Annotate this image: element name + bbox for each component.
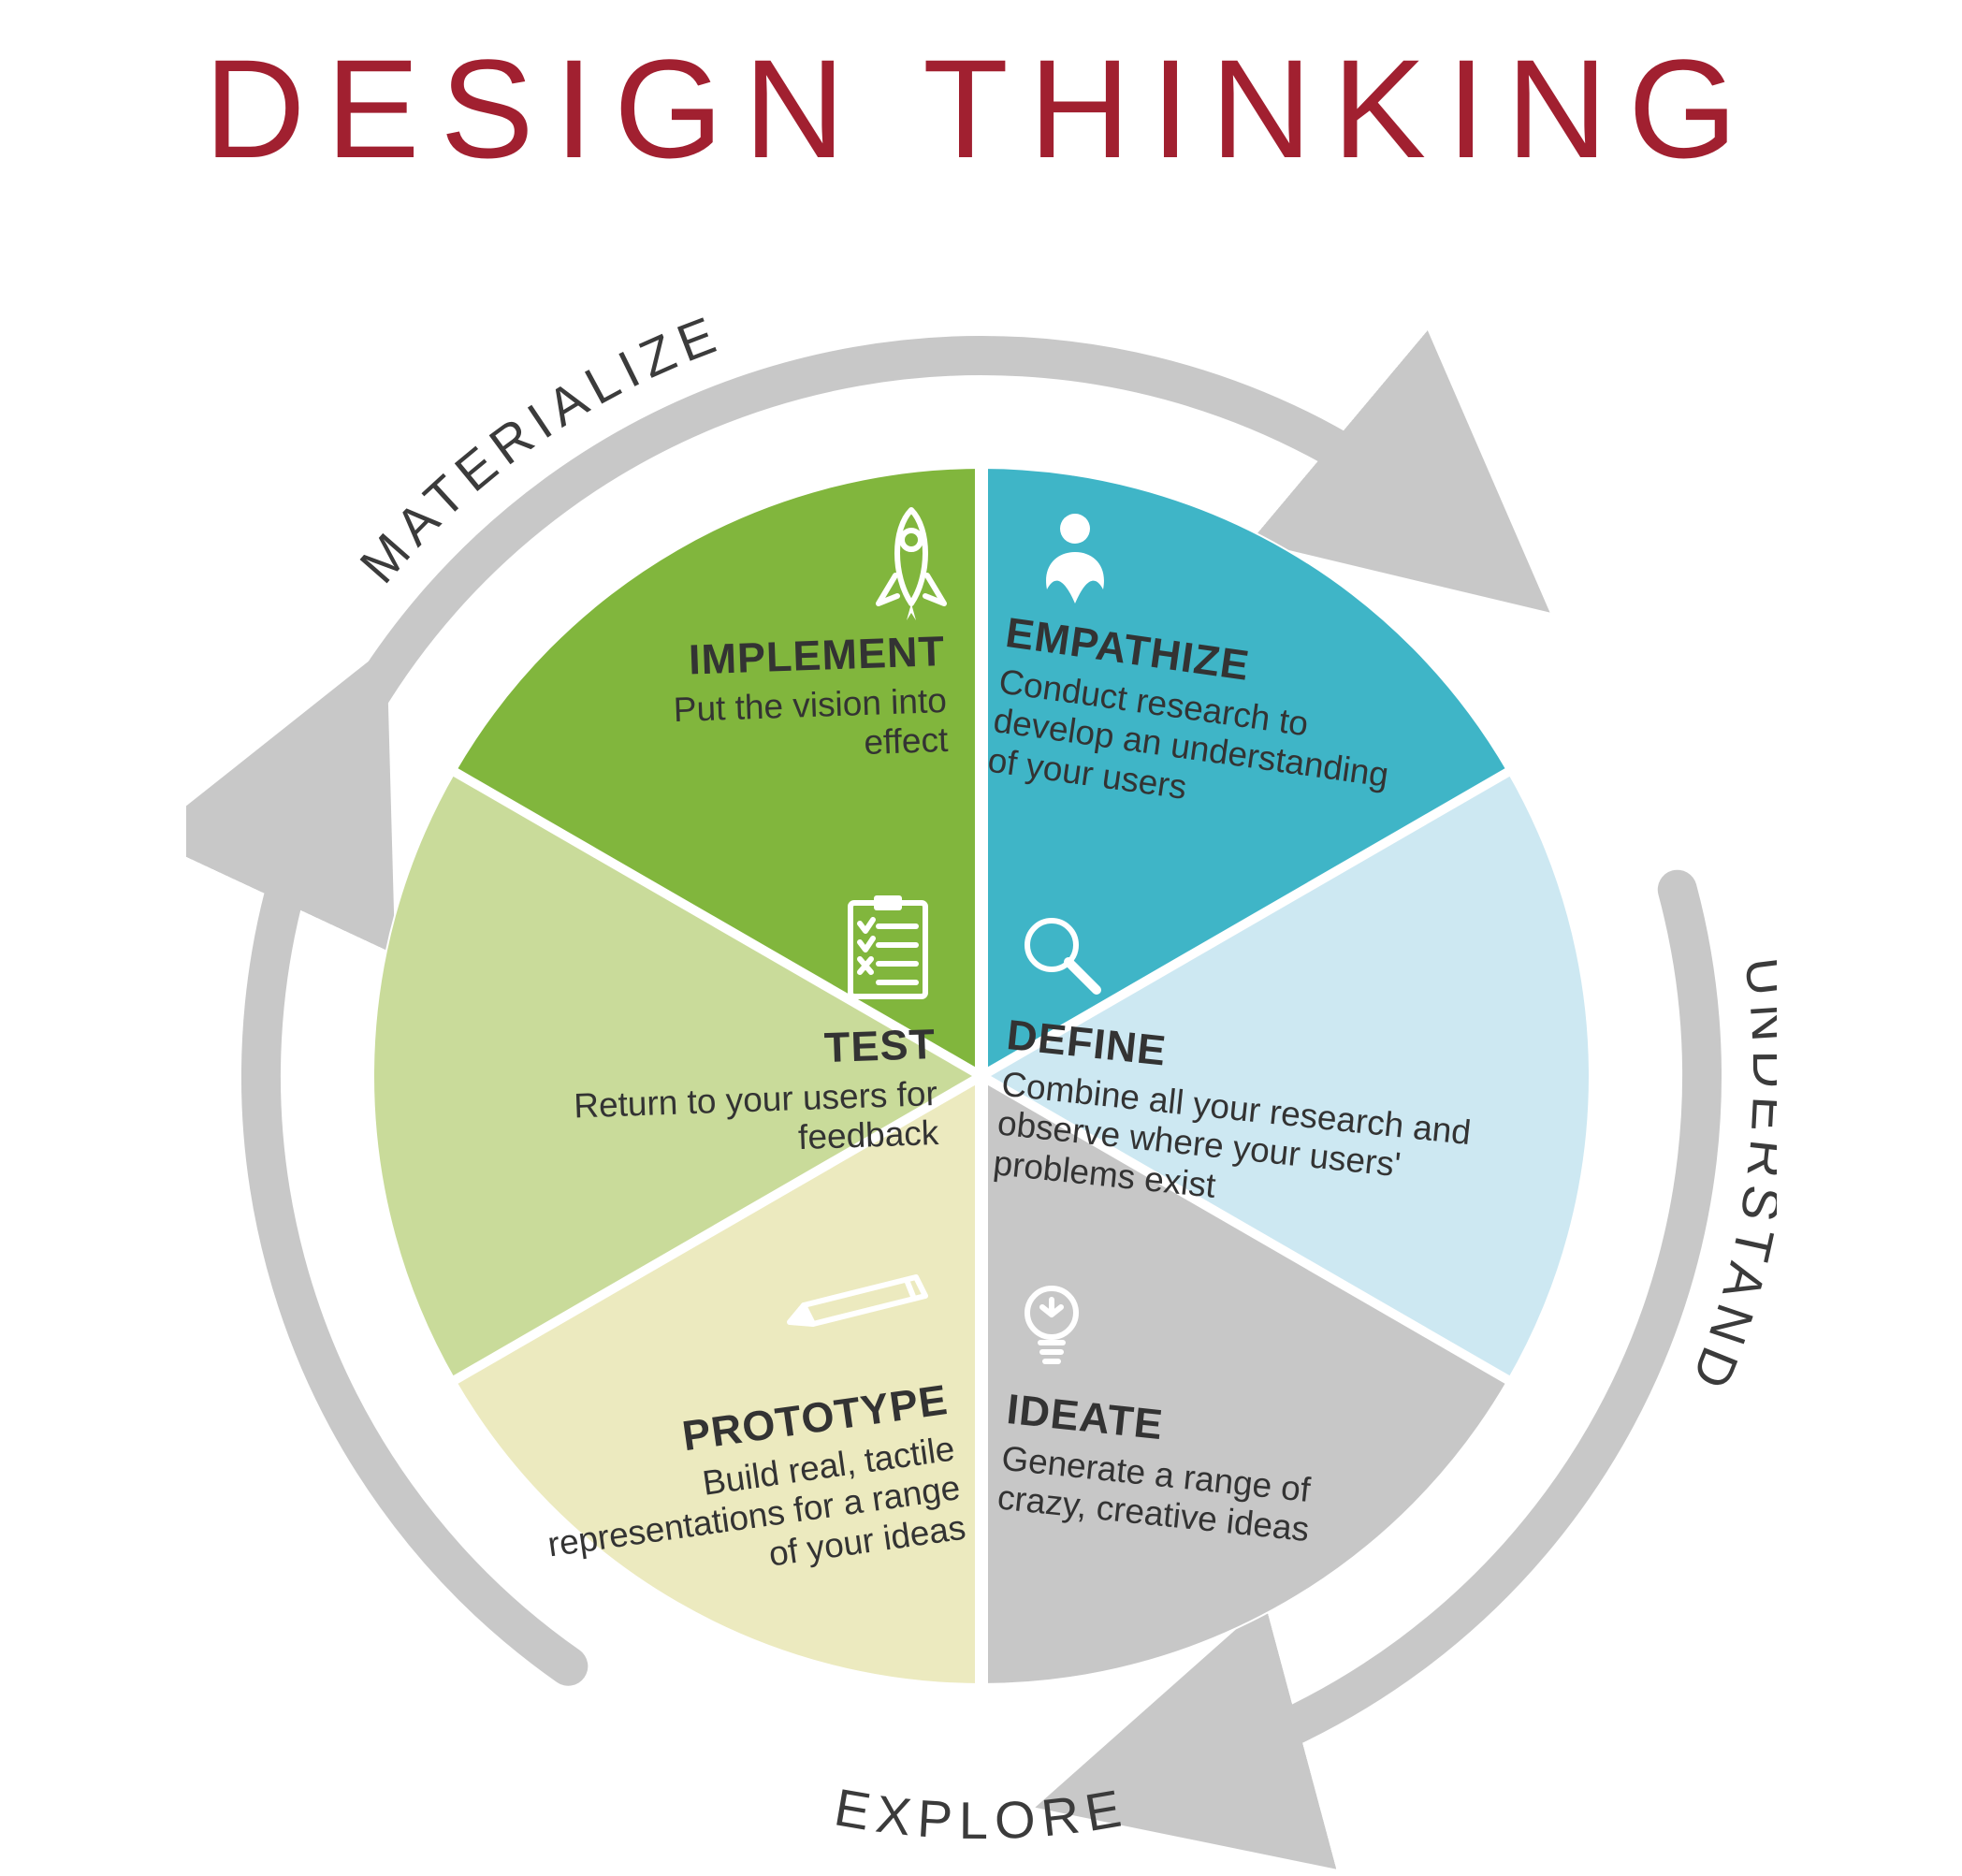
segment-test-text: TEST Return to your users for feedback (523, 1020, 939, 1168)
segment-implement-text: IMPLEMENT Put the vision into effect (598, 627, 949, 773)
explore-label: EXPLORE (830, 1777, 1132, 1850)
implement-body: Put the vision into effect (600, 681, 949, 773)
design-thinking-diagram: UNDERSTANDEXPLOREMATERIALIZE EMPATHIZE C… (186, 281, 1777, 1871)
diagram-svg: UNDERSTANDEXPLOREMATERIALIZE (186, 281, 1777, 1871)
page-title: DESIGN THINKING (0, 28, 1962, 190)
materialize-label: MATERIALIZE (348, 303, 730, 594)
test-body: Return to your users for feedback (525, 1074, 939, 1168)
